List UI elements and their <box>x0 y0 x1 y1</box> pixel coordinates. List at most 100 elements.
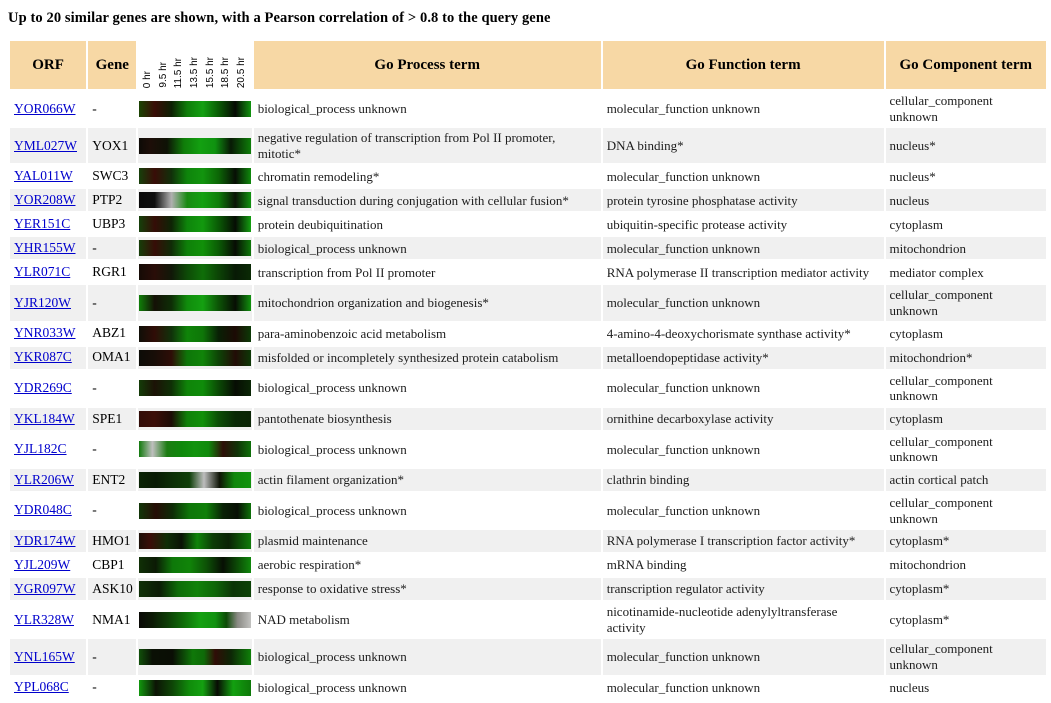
expression-heatmap <box>139 100 251 117</box>
go-function-cell: 4-amino-4-deoxychorismate synthase activ… <box>602 322 884 345</box>
orf-link[interactable]: YNL165W <box>14 648 75 664</box>
heatmap-cell <box>138 285 252 321</box>
orf-cell: YOR066W <box>10 91 87 127</box>
heatmap-cell <box>138 91 252 127</box>
go-process-cell: biological_process unknown <box>253 492 601 529</box>
orf-link[interactable]: YPL068C <box>14 679 69 695</box>
heatmap-cell <box>138 237 252 260</box>
orf-link[interactable]: YGR097W <box>14 581 76 597</box>
orf-link[interactable]: YER151C <box>14 216 71 232</box>
orf-cell: YJL209W <box>10 554 87 577</box>
orf-link[interactable]: YAL011W <box>14 168 73 184</box>
orf-cell: YDR269C <box>10 370 87 406</box>
orf-link[interactable]: YLR206W <box>14 471 74 487</box>
expression-heatmap <box>139 441 251 458</box>
go-function-cell: transcription regulator activity <box>602 578 884 601</box>
table-header-row: ORF Gene 0 hr 9.5 hr 11.5 hr 13.5 hr 15.5 hr… <box>10 41 1046 89</box>
go-component-cell: mitochondrion <box>885 554 1046 577</box>
go-component-cell: cellular_component unknown <box>885 285 1046 321</box>
go-process-cell: biological_process unknown <box>253 431 601 467</box>
orf-cell: YML027W <box>10 128 87 164</box>
table-row: YNR033W ABZ1 para-aminobenzoic acid metabo… <box>10 322 1046 345</box>
table-row: YKL184W SPE1 pantothenate biosynthesis orni… <box>10 407 1046 430</box>
expression-heatmap <box>139 349 251 366</box>
expression-heatmap <box>139 264 251 281</box>
go-component-cell: actin cortical patch <box>885 468 1046 491</box>
go-process-cell: misfolded or incompletely synthesized pr… <box>253 346 601 369</box>
orf-link[interactable]: YML027W <box>14 137 77 153</box>
orf-link[interactable]: YKL184W <box>14 410 75 426</box>
go-component-cell: nucleus <box>885 189 1046 212</box>
orf-link[interactable]: YNR033W <box>14 325 76 341</box>
expression-heatmap <box>139 679 251 696</box>
orf-link[interactable]: YDR048C <box>14 502 72 518</box>
orf-link[interactable]: YKR087C <box>14 349 72 365</box>
orf-link[interactable]: YHR155W <box>14 240 76 256</box>
time-label: 9.5 hr <box>157 62 169 88</box>
expression-heatmap <box>139 471 251 488</box>
orf-cell: YGR097W <box>10 578 87 601</box>
gene-cell: ENT2 <box>88 468 137 491</box>
orf-link[interactable]: YJL182C <box>14 441 67 457</box>
go-function-cell: mRNA binding <box>602 554 884 577</box>
time-label: 11.5 hr <box>173 57 185 88</box>
orf-cell: YHR155W <box>10 237 87 260</box>
orf-cell: YLR328W <box>10 602 87 638</box>
time-label: 20.5 hr <box>235 56 247 88</box>
go-component-cell: mitochondrion* <box>885 346 1046 369</box>
go-function-cell: molecular_function unknown <box>602 165 884 188</box>
orf-link[interactable]: YJR120W <box>14 294 71 310</box>
go-function-cell: nicotinamide-nucleotide adenylyltransfer… <box>602 602 884 638</box>
orf-link[interactable]: YOR066W <box>14 100 76 116</box>
table-row: YOR208W PTP2 signal transduction during co… <box>10 189 1046 212</box>
orf-cell: YOR208W <box>10 189 87 212</box>
expression-heatmap <box>139 648 251 665</box>
table-row: YGR097W ASK10 response to oxidative stress… <box>10 578 1046 601</box>
heatmap-cell <box>138 346 252 369</box>
page-title: Up to 20 similar genes are shown, with a… <box>8 10 551 26</box>
similar-genes-table: ORF Gene 0 hr 9.5 hr 11.5 hr 13.5 hr 15.5 hr… <box>8 39 1048 701</box>
orf-cell: YNR033W <box>10 322 87 345</box>
heatmap-cell <box>138 128 252 164</box>
expression-heatmap <box>139 502 251 519</box>
orf-link[interactable]: YLR328W <box>14 611 74 627</box>
orf-cell: YJR120W <box>10 285 87 321</box>
orf-cell: YLR071C <box>10 261 87 284</box>
orf-link[interactable]: YDR174W <box>14 533 76 549</box>
orf-link[interactable]: YDR269C <box>14 380 72 396</box>
gene-cell: SPE1 <box>88 407 137 430</box>
go-component-cell: cytoplasm* <box>885 578 1046 601</box>
go-component-cell: cellular_component unknown <box>885 91 1046 127</box>
go-function-cell: molecular_function unknown <box>602 431 884 467</box>
table-row: YML027W YOX1 negative regulation of transc… <box>10 128 1046 164</box>
table-row: YPL068C - biological_process unknown molecu… <box>10 676 1046 699</box>
orf-link[interactable]: YJL209W <box>14 557 71 573</box>
expression-heatmap <box>139 581 251 598</box>
go-process-cell: actin filament organization* <box>253 468 601 491</box>
expression-heatmap <box>139 325 251 342</box>
gene-cell: - <box>88 431 137 467</box>
orf-link[interactable]: YOR208W <box>14 192 76 208</box>
expression-heatmap <box>139 168 251 185</box>
heatmap-cell <box>138 407 252 430</box>
go-function-cell: RNA polymerase II transcription mediator… <box>602 261 884 284</box>
col-header-timepoints: 0 hr 9.5 hr 11.5 hr 13.5 hr 15.5 hr 18.5 hr 20… <box>138 41 252 89</box>
heatmap-cell <box>138 578 252 601</box>
orf-link[interactable]: YLR071C <box>14 264 71 280</box>
go-function-cell: ornithine decarboxylase activity <box>602 407 884 430</box>
gene-cell: - <box>88 285 137 321</box>
heatmap-cell <box>138 468 252 491</box>
orf-cell: YDR048C <box>10 492 87 529</box>
gene-cell: OMA1 <box>88 346 137 369</box>
time-label: 15.5 hr <box>204 56 216 88</box>
table-row: YJR120W - mitochondrion organization and b… <box>10 285 1046 321</box>
heatmap-cell <box>138 676 252 699</box>
go-process-cell: biological_process unknown <box>253 237 601 260</box>
go-function-cell: ubiquitin-specific protease activity <box>602 213 884 236</box>
col-header-orf: ORF <box>10 41 87 89</box>
go-process-cell: biological_process unknown <box>253 639 601 675</box>
gene-cell: - <box>88 370 137 406</box>
heatmap-cell <box>138 492 252 529</box>
go-process-cell: transcription from Pol II promoter <box>253 261 601 284</box>
gene-cell: - <box>88 676 137 699</box>
